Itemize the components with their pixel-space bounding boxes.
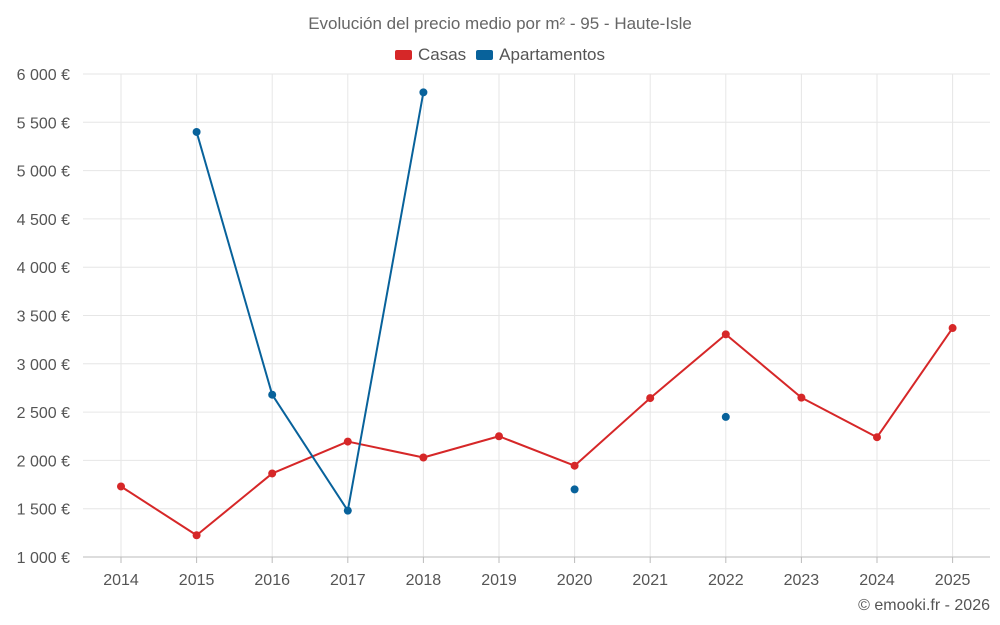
- series-line-casas: [120, 327, 954, 537]
- legend-label-apartamentos: Apartamentos: [499, 45, 606, 64]
- data-point-casas: [419, 453, 428, 462]
- legend-item-casas[interactable]: Casas: [394, 45, 467, 65]
- y-tick-label: 3 500 €: [17, 309, 70, 326]
- x-axis: 2014 2015 2016 2017 2018 2019 2020 2021 2022 2023…: [83, 556, 990, 589]
- x-tick-label: 2024: [859, 572, 895, 589]
- y-tick-label: 3 000 €: [17, 357, 70, 374]
- x-tick-label: 2014: [103, 572, 139, 589]
- data-point-casas: [343, 437, 352, 446]
- data-point-apartamentos: [570, 485, 579, 494]
- grid-lines: [83, 73, 990, 558]
- legend-swatch-casas: [394, 50, 412, 60]
- data-point-apartamentos: [192, 127, 201, 136]
- y-tick-label: 4 500 €: [17, 212, 70, 229]
- data-point-casas: [646, 394, 655, 403]
- y-tick-label: 5 500 €: [17, 115, 70, 132]
- y-tick-label: 1 000 €: [17, 550, 70, 567]
- y-tick-label: 1 500 €: [17, 502, 70, 519]
- x-tick-label: 2023: [784, 572, 820, 589]
- data-point-casas: [117, 482, 125, 491]
- data-point-apartamentos: [419, 88, 428, 97]
- y-tick-label: 5 000 €: [17, 164, 70, 181]
- data-point-casas: [948, 324, 957, 333]
- x-tick-label: 2020: [557, 572, 593, 589]
- chart-title: Evolución del precio medio por m² - 95 -…: [308, 14, 692, 33]
- series-group: [117, 88, 957, 540]
- data-point-casas: [192, 531, 201, 540]
- x-tick-label: 2022: [708, 572, 744, 589]
- data-point-apartamentos: [721, 412, 730, 421]
- series-line-apartamentos: [195, 92, 425, 512]
- x-tick-label: 2015: [179, 572, 215, 589]
- y-axis: 1 000 € 1 500 € 2 000 € 2 500 € 3 000 € 3 500…: [17, 67, 70, 567]
- x-tick-label: 2017: [330, 572, 366, 589]
- legend-swatch-apartamentos: [476, 50, 494, 60]
- x-tick-label: 2016: [254, 572, 290, 589]
- data-point-casas: [873, 433, 881, 442]
- y-tick-label: 2 000 €: [17, 453, 70, 470]
- legend-label-casas: Casas: [417, 45, 467, 64]
- data-point-casas: [721, 330, 730, 339]
- x-tick-label: 2021: [632, 572, 668, 589]
- credit-text: © emooki.fr - 2026: [858, 597, 990, 614]
- y-tick-label: 2 500 €: [17, 405, 70, 422]
- x-tick-label: 2019: [481, 572, 517, 589]
- data-point-casas: [797, 393, 806, 402]
- x-tick-label: 2025: [935, 572, 971, 589]
- data-point-casas: [495, 432, 503, 441]
- data-point-casas: [570, 461, 579, 470]
- x-tick-label: 2018: [406, 572, 442, 589]
- data-point-apartamentos: [268, 390, 277, 399]
- y-tick-label: 6 000 €: [17, 67, 70, 84]
- y-tick-label: 4 000 €: [17, 260, 70, 277]
- data-point-apartamentos: [343, 506, 352, 515]
- legend-item-apartamentos[interactable]: Apartamentos: [476, 45, 605, 65]
- chart-legend: Casas Apartamentos: [0, 45, 1000, 65]
- data-point-casas: [268, 469, 277, 478]
